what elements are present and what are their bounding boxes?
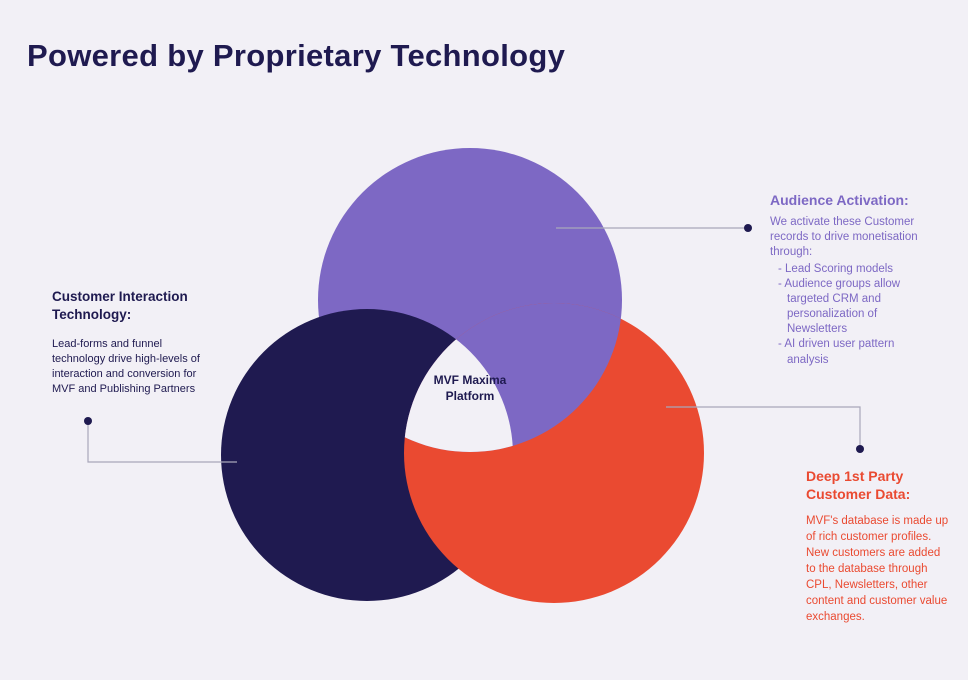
- connector-line-interaction: [87, 421, 237, 463]
- customer-interaction-body: Lead-forms and funnel technology drive h…: [52, 337, 200, 396]
- customer-interaction-block: Customer Interaction Technology: Lead-fo…: [52, 288, 242, 397]
- audience-activation-block: Audience Activation: We activate these C…: [770, 192, 950, 368]
- connector-dot-interaction: [84, 417, 92, 425]
- audience-activation-intro: We activate these Customer records to dr…: [770, 216, 918, 259]
- audience-over-data-overlap: [404, 303, 622, 452]
- connector-line-customer-data: [666, 406, 861, 449]
- audience-activation-heading: Audience Activation:: [770, 192, 909, 208]
- audience-bullet-list: - Lead Scoring models - Audience groups …: [770, 262, 950, 368]
- deep-customer-data-body: MVF's database is made up of rich custom…: [806, 515, 949, 623]
- audience-bullet: - Audience groups allow targeted CRM and…: [778, 277, 901, 336]
- venn-center-label-line1: MVF Maxima: [433, 373, 507, 387]
- connector-dot-customer-data: [856, 445, 864, 453]
- venn-center-label-line2: Platform: [445, 389, 495, 403]
- connector-dot-audience: [744, 224, 752, 232]
- venn-center-label: MVF Maxima Platform: [398, 372, 542, 404]
- deep-customer-data-block: Deep 1st Party Customer Data: MVF's data…: [806, 467, 958, 625]
- page-title: Powered by Proprietary Technology: [27, 38, 566, 73]
- customer-interaction-heading: Customer Interaction Technology:: [52, 289, 188, 322]
- audience-bullet: - Lead Scoring models: [778, 262, 894, 275]
- deep-customer-data-heading: Deep 1st Party Customer Data:: [806, 468, 911, 503]
- audience-bullet: - AI driven user pattern analysis: [778, 338, 895, 366]
